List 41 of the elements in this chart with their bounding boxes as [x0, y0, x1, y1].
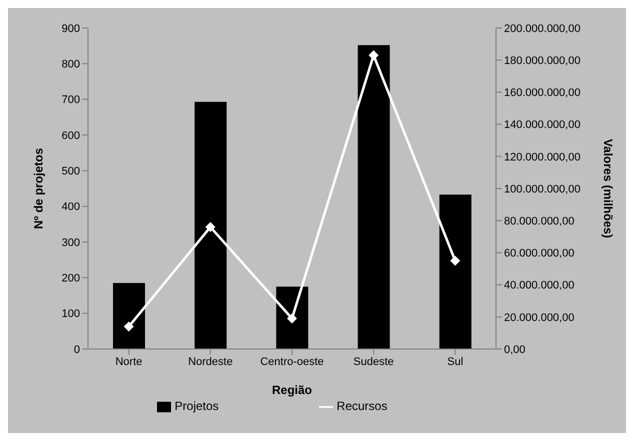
y-tick-label: 0 — [74, 344, 80, 356]
y-tick-label: 200 — [62, 272, 80, 285]
point — [205, 222, 216, 232]
y2-tick-label: 100.000.000,00 — [504, 183, 580, 196]
y2-tick-label: 160.000.000,00 — [504, 87, 580, 100]
bar — [194, 102, 227, 349]
legend-label: Projetos — [174, 399, 219, 413]
y2-tick-label: 20.000.000,00 — [504, 312, 574, 324]
y-axis-title: Nº de projetos — [31, 148, 46, 230]
x-tick-label: Sul — [447, 356, 464, 368]
x-tick-label: Norte — [115, 356, 142, 368]
y-tick-label: 600 — [62, 130, 80, 142]
bar — [439, 194, 472, 349]
y2-axis-title: Valores (milhões) — [600, 138, 615, 238]
y2-tick-label: 140.000.000,00 — [504, 119, 580, 132]
y-tick-label: 800 — [62, 58, 80, 71]
y2-tick-label: 60.000.000,00 — [504, 248, 574, 260]
x-tick-label: Nordeste — [188, 356, 233, 368]
y2-tick-label: 180.000.000,00 — [504, 55, 580, 68]
y-tick-label: 900 — [62, 22, 80, 35]
point — [287, 314, 297, 324]
y2-tick-label: 40.000.000,00 — [504, 280, 574, 292]
bar — [358, 45, 390, 349]
y-tick-label: 300 — [62, 236, 80, 249]
legend-label: Recursos — [336, 399, 388, 413]
y2-tick-label: 200.000.000,00 — [504, 22, 580, 35]
y2-tick-label: 120.000.000,00 — [504, 151, 580, 164]
bar — [276, 286, 308, 349]
y-tick-label: 700 — [62, 94, 80, 106]
y-tick-label: 100 — [62, 308, 80, 320]
x-tick-label: Sudeste — [353, 356, 394, 368]
y2-tick-label: 0,00 — [504, 344, 526, 356]
bar — [113, 283, 145, 349]
point — [368, 50, 379, 60]
y2-tick-label: 80.000.000,00 — [504, 216, 574, 228]
y-tick-label: 500 — [62, 166, 80, 178]
x-axis-title: Região — [272, 383, 312, 397]
point — [124, 322, 134, 332]
x-tick-label: Centro-oeste — [260, 356, 324, 368]
y-tick-label: 400 — [62, 201, 80, 214]
point — [450, 256, 460, 266]
